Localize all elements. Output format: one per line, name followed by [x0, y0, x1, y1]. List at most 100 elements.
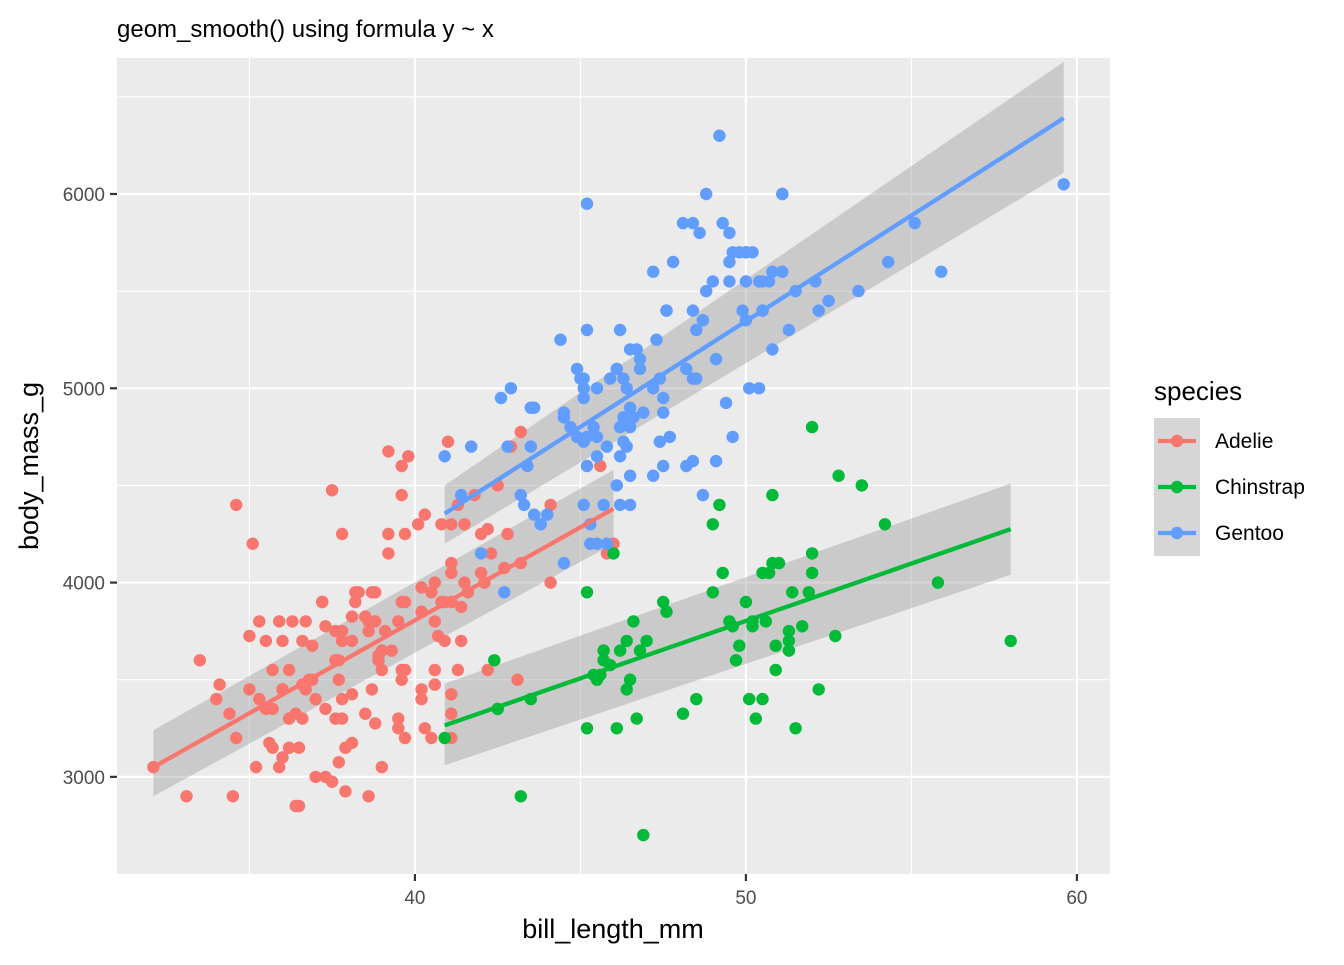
data-point-adelie: [481, 522, 494, 536]
data-point-chinstrap: [660, 605, 673, 618]
data-point-adelie: [418, 508, 431, 521]
data-point-gentoo: [752, 382, 766, 395]
data-point-adelie: [249, 760, 263, 774]
data-point-adelie: [263, 736, 276, 750]
data-point-chinstrap: [739, 595, 753, 609]
data-point-adelie: [306, 639, 319, 652]
data-point-adelie: [243, 629, 256, 643]
legend-key-point-chinstrap: [1170, 480, 1184, 494]
data-point-gentoo: [590, 430, 604, 444]
data-point-adelie: [398, 731, 412, 745]
data-point-chinstrap: [597, 644, 610, 657]
data-point-adelie: [213, 678, 226, 691]
data-point-adelie: [335, 527, 349, 541]
data-point-chinstrap: [706, 586, 719, 599]
data-point-gentoo: [680, 362, 693, 376]
data-point-gentoo: [660, 304, 673, 317]
data-point-adelie: [455, 600, 468, 614]
data-point-adelie: [319, 770, 332, 784]
y-axis: 3000 4000 5000 6000: [63, 185, 117, 789]
chart-title: geom_smooth() using formula y ~ x: [117, 16, 494, 43]
data-point-gentoo: [709, 454, 723, 468]
data-point-adelie: [445, 518, 458, 531]
data-point-adelie: [511, 673, 524, 686]
data-point-chinstrap: [1004, 634, 1017, 648]
data-point-gentoo: [733, 246, 746, 259]
data-point-chinstrap: [766, 488, 779, 502]
data-point-adelie: [243, 683, 256, 696]
data-point-gentoo: [762, 275, 776, 288]
data-point-chinstrap: [597, 654, 610, 667]
data-point-chinstrap: [438, 731, 451, 745]
data-point-chinstrap: [802, 586, 815, 599]
data-point-adelie: [402, 450, 415, 463]
data-point-chinstrap: [623, 673, 637, 686]
data-point-gentoo: [465, 440, 478, 453]
data-point-chinstrap: [514, 790, 527, 803]
data-point-gentoo: [604, 372, 617, 385]
data-point-gentoo: [696, 488, 710, 502]
data-point-adelie: [395, 673, 408, 686]
data-point-gentoo: [570, 362, 584, 376]
data-point-adelie: [375, 760, 388, 774]
data-point-adelie: [180, 790, 193, 803]
data-point-gentoo: [580, 197, 594, 210]
data-point-chinstrap: [749, 712, 762, 725]
data-point-adelie: [375, 644, 388, 657]
major-gridlines: [117, 58, 1110, 874]
data-point-gentoo: [623, 498, 637, 512]
data-point-gentoo: [455, 488, 468, 502]
data-point-gentoo: [776, 187, 789, 201]
data-point-gentoo: [524, 440, 537, 453]
data-point-gentoo: [739, 275, 753, 288]
data-point-gentoo: [577, 391, 590, 405]
data-point-adelie: [345, 634, 359, 648]
data-point-gentoo: [623, 469, 637, 482]
data-point-adelie: [296, 712, 309, 725]
data-point-adelie: [332, 673, 345, 686]
data-point-gentoo: [623, 401, 637, 414]
data-point-adelie: [428, 663, 441, 677]
data-point-adelie: [325, 484, 339, 497]
data-point-adelie: [266, 663, 279, 677]
data-point-gentoo: [613, 450, 627, 463]
data-point-gentoo: [617, 372, 630, 385]
data-point-adelie: [392, 615, 405, 628]
data-point-adelie: [339, 785, 352, 798]
y-tick-label: 6000: [63, 185, 105, 206]
data-point-adelie: [345, 610, 359, 623]
data-point-gentoo: [716, 216, 729, 230]
data-point-gentoo: [574, 372, 587, 385]
data-point-adelie: [332, 756, 345, 769]
data-point-gentoo: [557, 556, 571, 570]
legend-title: species: [1154, 376, 1242, 406]
data-point-adelie: [392, 712, 405, 725]
data-point-adelie: [309, 692, 322, 706]
data-point-gentoo: [812, 304, 825, 317]
data-point-chinstrap: [620, 634, 633, 648]
data-point-adelie: [415, 692, 428, 706]
data-point-adelie: [253, 692, 266, 706]
data-point-gentoo: [726, 430, 739, 444]
data-point-gentoo: [610, 362, 623, 376]
data-point-adelie: [594, 459, 607, 473]
data-point-chinstrap: [805, 566, 819, 580]
data-point-gentoo: [617, 411, 630, 424]
data-point-gentoo: [617, 435, 630, 448]
data-point-gentoo: [663, 430, 676, 444]
data-point-gentoo: [908, 216, 921, 230]
data-point-chinstrap: [657, 595, 670, 609]
data-point-chinstrap: [620, 683, 633, 696]
data-point-adelie: [415, 683, 428, 696]
data-point-gentoo: [534, 518, 547, 531]
data-point-gentoo: [554, 333, 567, 346]
fit-line-adelie: [152, 506, 615, 770]
legend-label-gentoo: Gentoo: [1215, 522, 1284, 545]
data-point-gentoo: [852, 284, 865, 298]
data-point-adelie: [418, 722, 431, 735]
data-point-chinstrap: [769, 639, 782, 652]
data-point-chinstrap: [580, 722, 594, 735]
data-point-gentoo: [620, 382, 633, 395]
data-point-adelie: [276, 751, 289, 764]
data-point-adelie: [428, 576, 441, 589]
